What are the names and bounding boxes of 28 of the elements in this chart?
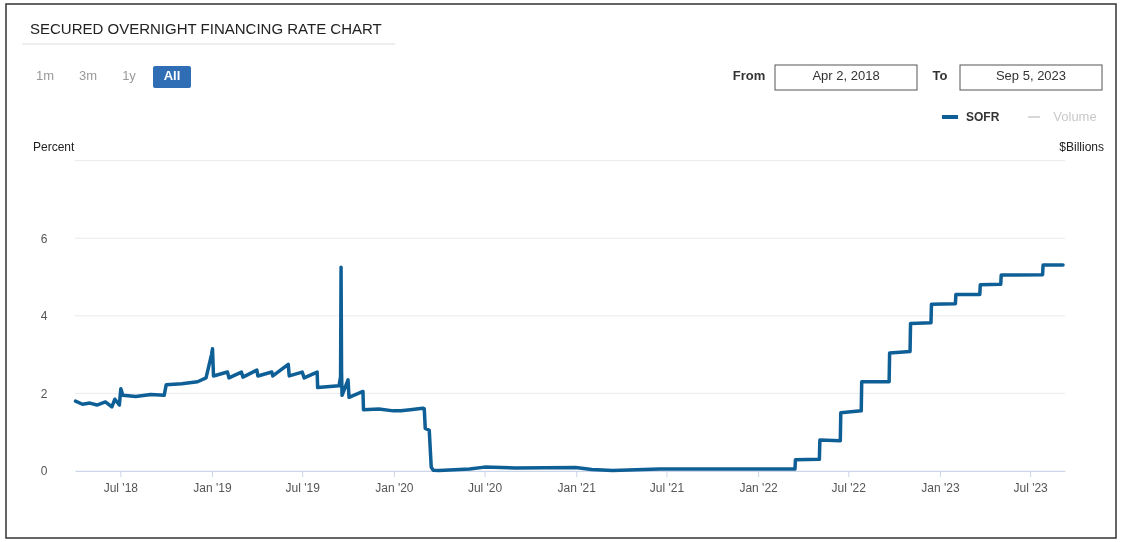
y-tick-label: 0	[40, 464, 48, 479]
x-tick-label: Jul '22	[831, 480, 867, 495]
text: All	[163, 68, 181, 83]
x-tick-label: Jan '21	[557, 480, 597, 495]
text: To	[932, 68, 948, 83]
chart-title: SECURED OVERNIGHT FINANCING RATE CHART	[30, 20, 382, 37]
x-tick-label: Jul '19	[285, 480, 321, 495]
y-tick-label: 6	[40, 231, 48, 246]
x-tick-label: Jul '21	[649, 480, 685, 495]
text: From	[732, 68, 766, 83]
text: 1m	[35, 68, 55, 83]
line-series	[73, 263, 1065, 473]
text: 1y	[122, 68, 137, 83]
x-tick-label: Jan '22	[739, 480, 779, 495]
x-tick-label: Jul '20	[467, 480, 503, 495]
legend-label: SOFR	[966, 110, 1000, 124]
x-tick-label: Jan '19	[193, 480, 232, 495]
y2-axis-title: $Billions	[1059, 140, 1104, 154]
y-tick-label: 2	[40, 386, 48, 401]
x-tick-label: Jul '18	[103, 480, 139, 495]
y-tick-label: 4	[40, 309, 48, 324]
y-axis-title: Percent	[33, 140, 76, 154]
x-tick-label: Jan '23	[921, 480, 960, 495]
text: 3m	[78, 68, 98, 83]
text: Sep 5, 2023	[995, 68, 1067, 83]
text: Apr 2, 2018	[812, 68, 880, 83]
x-tick-label: Jul '23	[1013, 480, 1049, 495]
x-tick-label: Jan '20	[375, 480, 414, 495]
